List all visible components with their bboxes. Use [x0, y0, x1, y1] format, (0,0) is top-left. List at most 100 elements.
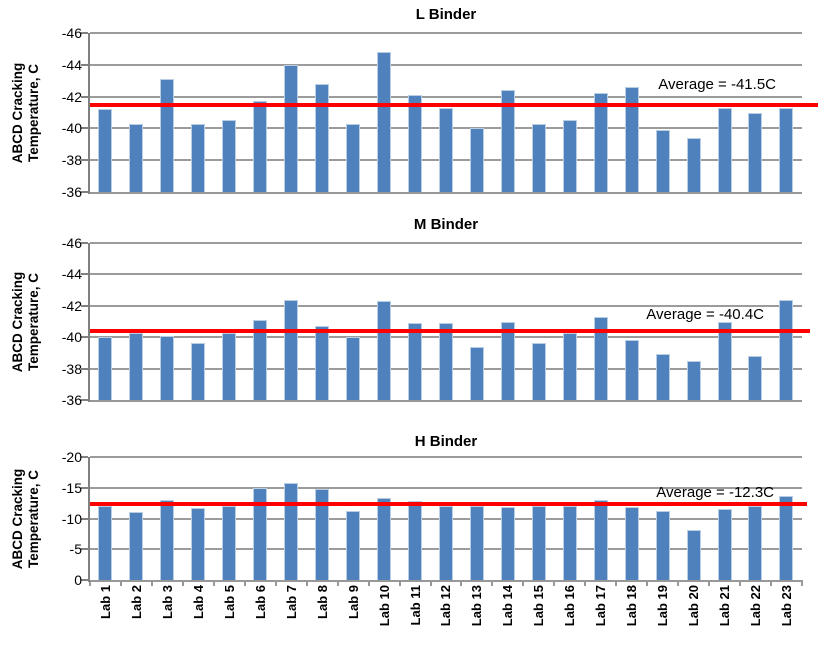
bar-slot [461, 457, 492, 580]
x-axis-tick [336, 580, 339, 586]
bar-slot [430, 457, 461, 580]
x-axis-tick [367, 580, 370, 586]
bar-lab-22 [748, 505, 763, 580]
bar-lab-7 [284, 299, 299, 400]
y-axis-tick-label: -36 [61, 392, 82, 408]
y-axis-tick [81, 32, 88, 34]
average-line [90, 102, 818, 107]
bar-slot [709, 457, 740, 580]
x-axis-tick [708, 580, 711, 586]
bar-slot [771, 457, 802, 580]
plot-row: ABCD Cracking Temperature, C Average = -… [10, 235, 810, 408]
y-axis-title: ABCD Cracking Temperature, C [10, 271, 42, 372]
y-axis-tick-label: -38 [61, 360, 82, 377]
bar-lab-3 [160, 79, 175, 192]
x-axis-label: Lab 22 [747, 585, 763, 627]
average-annotation: Average = -12.3C [656, 484, 774, 502]
bar-series [90, 243, 802, 400]
bar-lab-19 [655, 511, 670, 580]
x-axis-tick [89, 580, 91, 586]
y-axis-tick-label: -36 [61, 184, 82, 200]
bar-slot [90, 457, 121, 580]
x-axis-label: Lab 11 [407, 585, 423, 626]
y-axis-title: ABCD Cracking Temperature, C [10, 62, 42, 163]
bar-slot [523, 243, 554, 400]
y-axis-line [88, 33, 90, 194]
bar-slot [585, 457, 616, 580]
bar-slot [307, 33, 338, 192]
bar-lab-21 [717, 107, 732, 192]
y-axis-tick-label: -42 [61, 88, 82, 105]
x-axis-tick [212, 580, 215, 586]
bar-lab-14 [500, 90, 515, 192]
chart-title: M Binder [413, 216, 479, 233]
y-axis-title: ABCD Cracking Temperature, C [10, 468, 42, 569]
bar-slot [307, 243, 338, 400]
x-axis-tick [460, 580, 463, 586]
bar-lab-13 [469, 128, 484, 192]
bar-lab-2 [129, 511, 144, 580]
bar-slot [771, 243, 802, 400]
y-axis-tick [81, 399, 88, 401]
y-axis-title-line2: Temperature, C [26, 63, 41, 162]
bar-lab-2 [129, 332, 144, 400]
x-axis-tick [584, 580, 587, 586]
y-axis-tick [81, 456, 88, 458]
bar-slot [461, 243, 492, 400]
x-axis-label-slot: Lab 2 [121, 585, 152, 664]
bar-slot [709, 243, 740, 400]
plot-row: ABCD Cracking Temperature, C Average = -… [10, 449, 807, 588]
y-axis-line [88, 243, 90, 402]
bar-slot [430, 243, 461, 400]
y-axis-tick [81, 486, 88, 489]
y-axis-tick [81, 191, 88, 193]
chart-title: L Binder [415, 6, 477, 23]
bar-lab-7 [284, 482, 299, 580]
bar-lab-19 [655, 354, 670, 400]
average-annotation: Average = -40.4C [646, 305, 764, 323]
bar-slot [647, 33, 678, 192]
bar-slot [121, 457, 152, 580]
x-axis-tick [243, 580, 246, 586]
x-axis-label: Lab 5 [221, 585, 237, 619]
y-axis-tick-label: -42 [61, 297, 82, 314]
bar-lab-1 [98, 337, 113, 400]
bar-lab-9 [346, 337, 361, 400]
x-axis-tick [801, 580, 803, 586]
average-line [90, 502, 807, 507]
bar-lab-23 [779, 107, 794, 192]
x-axis-label-slot: Lab 23 [771, 585, 802, 664]
bar-lab-16 [562, 120, 577, 192]
y-axis-tick [81, 273, 88, 276]
bar-slot [740, 243, 771, 400]
bar-slot [678, 243, 709, 400]
chart-m-binder: M Binder ABCD Cracking Temperature, C Av… [0, 210, 818, 408]
x-axis-tick [646, 580, 649, 586]
bar-lab-18 [624, 506, 639, 580]
x-axis-tick [491, 580, 494, 586]
x-axis-tick [119, 580, 122, 586]
bar-slot [554, 457, 585, 580]
bar-lab-14 [500, 506, 515, 580]
x-axis-label: Lab 6 [252, 585, 268, 619]
gridline [90, 95, 802, 98]
bar-lab-3 [160, 500, 175, 580]
bar-lab-23 [779, 496, 794, 580]
bar-slot [554, 33, 585, 192]
x-axis-label-slot: Lab 8 [307, 585, 338, 664]
y-axis-tick [81, 548, 88, 551]
plot-area: Average = -12.3C -20 -15 -10 -5 0 [62, 449, 807, 588]
bar-lab-20 [686, 360, 701, 400]
gridline [90, 273, 802, 276]
y-axis-tick-label: -44 [61, 56, 82, 73]
x-axis-tick [677, 580, 680, 586]
y-axis-tick-label: -15 [61, 479, 82, 496]
bar-slot [616, 33, 647, 192]
bar-slot [369, 243, 400, 400]
bar-lab-18 [624, 87, 639, 192]
x-axis-label-slot: Lab 10 [369, 585, 400, 664]
bar-lab-3 [160, 335, 175, 400]
bar-lab-1 [98, 506, 113, 580]
y-axis-tick-label: -44 [61, 266, 82, 283]
bar-lab-21 [717, 321, 732, 400]
